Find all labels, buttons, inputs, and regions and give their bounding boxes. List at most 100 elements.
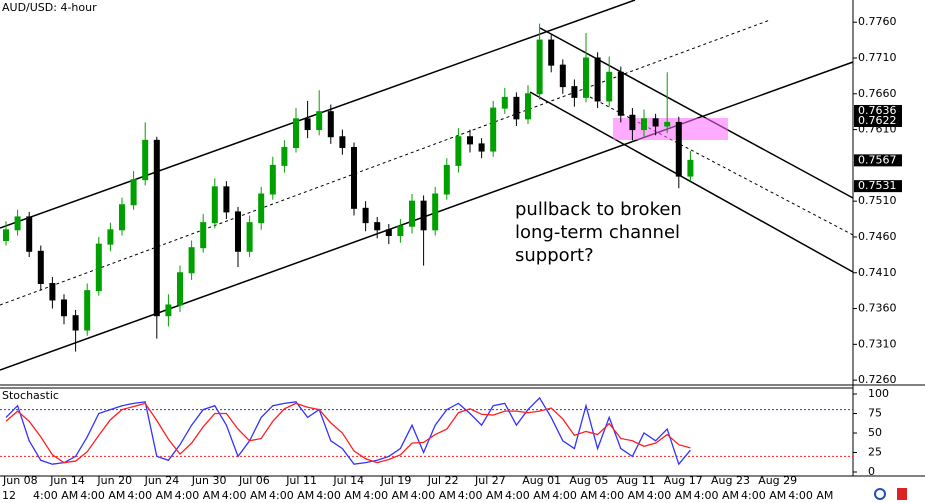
price-marker-label: 0.7636 <box>858 104 897 117</box>
candle-body <box>362 207 369 224</box>
candle-body <box>409 200 415 227</box>
candle-body <box>281 146 288 166</box>
candle-body <box>513 96 520 120</box>
candle-body <box>490 107 497 152</box>
y-tick-label: 0.7710 <box>858 51 897 64</box>
candle-body <box>316 111 323 131</box>
candle-body <box>72 315 79 331</box>
icon[interactable] <box>874 488 886 500</box>
candle-body <box>351 146 357 209</box>
candle-body <box>3 229 9 242</box>
candle-body <box>571 86 578 98</box>
x-tick-label: 4:00 AM <box>505 489 550 502</box>
x-tick-label: Aug 17 <box>664 474 703 487</box>
candle-body <box>246 222 253 252</box>
x-tick-label: Jul 11 <box>285 474 317 487</box>
candle-body <box>142 139 149 181</box>
x-tick-label: Jul 14 <box>332 474 364 487</box>
candle-body <box>675 121 682 177</box>
x-tick-label: Jun 14 <box>49 474 85 487</box>
x-tick-label: Aug 29 <box>758 474 797 487</box>
x-tick-label: Jul 06 <box>238 474 270 487</box>
candle-body <box>652 118 659 127</box>
candle-body <box>374 222 381 231</box>
candle-body <box>188 247 195 274</box>
x-tick-label: Aug 11 <box>617 474 656 487</box>
annotation: pullback to broken <box>515 199 682 220</box>
price-marker <box>854 180 902 193</box>
x-tick-label: 12 <box>2 489 16 502</box>
x-tick-label: 4:00 AM <box>647 489 692 502</box>
x-tick-label: Jun 30 <box>191 474 227 487</box>
stochastic-panel: 0 25 50 75 100 <box>0 387 889 478</box>
x-tick-label: 4:00 AM <box>269 489 314 502</box>
price-marker-label: 0.7622 <box>858 114 897 127</box>
annotation: support? <box>515 245 594 266</box>
x-tick-label: 4:00 AM <box>127 489 172 502</box>
candle-body <box>432 193 439 231</box>
x-tick-label: 4:00 AM <box>80 489 125 502</box>
x-tick-label: 4:00 AM <box>458 489 503 502</box>
trendlines <box>0 0 854 371</box>
candle-body <box>559 64 566 88</box>
candle-body <box>200 222 207 249</box>
candle-body <box>327 111 334 138</box>
candle-body <box>664 121 671 127</box>
icon[interactable] <box>897 488 907 500</box>
candle-body <box>293 118 299 148</box>
candle-body <box>49 282 56 301</box>
candle-body <box>26 216 33 252</box>
x-tick-label: 4:00 AM <box>222 489 267 502</box>
candle-body <box>165 304 172 317</box>
candle-body <box>37 250 44 284</box>
candle-body <box>687 159 694 177</box>
y-tick-label: 50 <box>868 426 882 439</box>
candle-body <box>177 272 183 306</box>
y-tick-label: 75 <box>868 407 882 420</box>
stochastic-line <box>5 402 691 464</box>
y-tick-label: 0.7410 <box>858 266 897 279</box>
title-bg <box>0 389 58 403</box>
y-tick-label: 0.7260 <box>858 373 897 386</box>
candle-body <box>536 39 543 95</box>
x-tick-label: Jul 22 <box>427 474 459 487</box>
candle-body <box>107 229 114 245</box>
candle-body <box>641 118 647 131</box>
x-tick-label: 4:00 AM <box>694 489 739 502</box>
x-tick-label: 4:00 AM <box>788 489 833 502</box>
candle-body <box>617 71 624 116</box>
y-tick-label: 0.7660 <box>858 87 897 100</box>
candle-body <box>119 204 125 231</box>
y-tick-label: 0.7310 <box>858 337 897 350</box>
candle-body <box>304 118 311 131</box>
x-tick-label: Jun 20 <box>96 474 132 487</box>
x-tick-label: Jul 27 <box>474 474 506 487</box>
candle-body <box>606 71 613 102</box>
candle-body <box>478 143 485 152</box>
x-tick-label: 4:00 AM <box>175 489 220 502</box>
price-marker-label: 0.7567 <box>858 153 897 166</box>
candle-body <box>153 139 160 317</box>
toolbar-icons[interactable] <box>874 488 907 500</box>
annotation: long-term channel <box>515 222 680 243</box>
trendline <box>0 19 771 306</box>
x-tick-label: 4:00 AM <box>552 489 597 502</box>
x-tick-label: 4:00 AM <box>599 489 644 502</box>
candle-body <box>629 114 636 131</box>
candle-body <box>211 186 218 224</box>
candle-body <box>501 96 508 109</box>
candle-body <box>95 243 102 292</box>
candle-body <box>455 136 462 166</box>
x-tick-label: Jun 08 <box>2 474 38 487</box>
candle-body <box>385 229 392 237</box>
candle-body <box>223 186 230 213</box>
x-tick-label: Aug 01 <box>522 474 561 487</box>
candle-body <box>339 136 346 148</box>
y-tick-label: 0.7360 <box>858 302 897 315</box>
x-tick-label: 4:00 AM <box>33 489 78 502</box>
candle-body <box>467 136 473 145</box>
candle-body <box>258 193 265 224</box>
price-marker <box>854 154 902 167</box>
x-tick-label: Aug 23 <box>711 474 750 487</box>
